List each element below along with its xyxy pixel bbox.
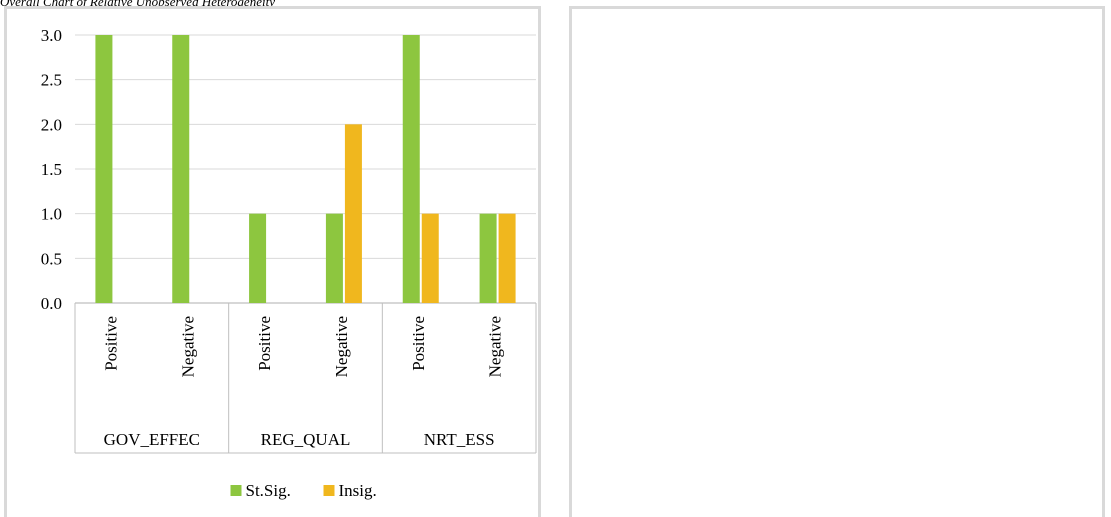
group-label: NRT_ESS <box>424 430 495 449</box>
y-tick-label: 2.0 <box>41 115 62 134</box>
bar-st-sig <box>402 35 420 303</box>
legend-label-insig: Insig. <box>339 481 377 500</box>
y-tick-label: 1.0 <box>41 205 62 224</box>
category-label: Negative <box>332 316 351 377</box>
y-tick-label: 1.5 <box>41 160 62 179</box>
group-label: REG_QUAL <box>261 430 351 449</box>
y-tick-label: 0.0 <box>41 294 62 313</box>
category-label: Positive <box>101 316 120 371</box>
bar-insig <box>421 213 439 303</box>
y-tick-label: 0.5 <box>41 249 62 268</box>
y-tick-label: 3.0 <box>41 26 62 45</box>
bar-chart-right: 0.00.51.01.52.02.53.0PositiveNegativePos… <box>572 9 1102 517</box>
figure-caption: Overall Chart of Relative Unobserved Het… <box>0 0 275 8</box>
legend-swatch-st-sig <box>230 485 242 496</box>
category-label: Negative <box>486 316 505 377</box>
bar-st-sig <box>325 213 343 303</box>
bar-st-sig <box>172 35 190 303</box>
bar-insig <box>498 213 516 303</box>
bar-st-sig <box>95 35 113 303</box>
legend-swatch-insig <box>323 485 335 496</box>
category-label: Negative <box>178 316 197 377</box>
chart-panel-left: 0.0 0.5 1.0 1.5 2.0 2.5 3.0 Positive Negative Pos… <box>4 6 541 517</box>
category-label: Positive <box>409 316 428 371</box>
chart-panel-right: 0.00.51.01.52.02.53.0PositiveNegativePos… <box>569 6 1105 517</box>
legend-label-st-sig: St.Sig. <box>246 481 291 500</box>
y-tick-label: 2.5 <box>41 71 62 90</box>
category-label: Positive <box>255 316 274 371</box>
bar-st-sig <box>249 213 267 303</box>
bar-st-sig <box>479 213 497 303</box>
group-label: GOV_EFFEC <box>104 430 200 449</box>
bar-chart-left: 0.0 0.5 1.0 1.5 2.0 2.5 3.0 Positive Negative Pos… <box>41 26 537 500</box>
bar-insig <box>344 124 362 303</box>
